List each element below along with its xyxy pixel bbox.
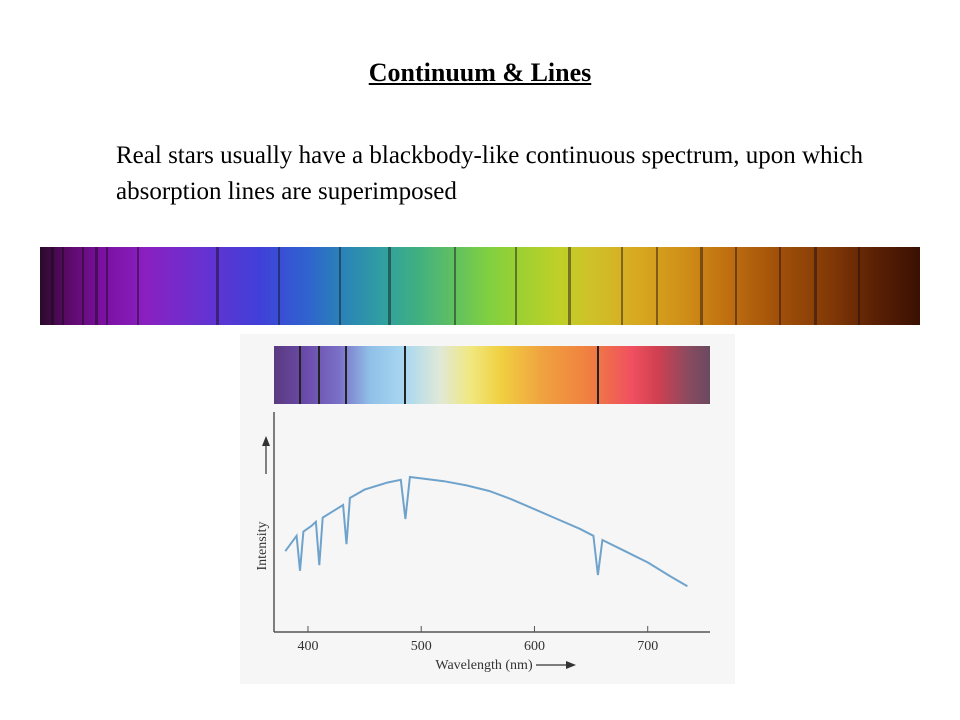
spectral-dark-line (136, 247, 139, 325)
y-axis-arrowhead-icon (262, 436, 270, 446)
spectral-dark-line (656, 247, 658, 325)
spectral-dark-line (814, 247, 818, 325)
absorption-line (299, 346, 302, 404)
absorption-line (318, 346, 321, 404)
spectral-dark-line (735, 247, 738, 325)
x-axis-label: Wavelength (nm) (435, 658, 533, 673)
hydrogen-absorption-spectrum-strip (274, 346, 710, 404)
spectral-dark-line (620, 247, 623, 325)
x-tick-label: 600 (524, 639, 545, 654)
spectral-dark-line (82, 247, 85, 325)
spectral-dark-line (216, 247, 219, 325)
slide-title: Continuum & Lines (368, 58, 592, 87)
spectrum-figure: Intensity Wavelength (nm) 400 500 600 700 (240, 334, 735, 684)
solar-absorption-spectrum-image (40, 247, 920, 325)
spectral-dark-line (568, 247, 571, 325)
slide-body-text: Real stars usually have a blackbody-like… (116, 142, 864, 205)
spectral-dark-line (700, 247, 703, 325)
y-axis-label: Intensity (255, 522, 270, 571)
x-tick-label: 500 (411, 639, 432, 654)
spectral-dark-line (50, 247, 54, 325)
spectrum-intensity-curve (284, 475, 688, 588)
spectral-dark-line (779, 247, 782, 325)
spectral-dark-line (858, 247, 861, 325)
spectral-dark-line (339, 247, 342, 325)
spectral-dark-line (106, 247, 108, 325)
spectral-dark-line (277, 247, 280, 325)
spectral-dark-line (94, 247, 98, 325)
spectral-dark-line (62, 247, 64, 325)
absorption-line (345, 346, 348, 404)
spectral-dark-line (453, 247, 456, 325)
x-tick-label: 700 (637, 639, 658, 654)
x-axis-arrowhead-icon (566, 661, 576, 669)
spectral-dark-line (387, 247, 391, 325)
absorption-line (404, 346, 407, 404)
x-tick-label: 400 (297, 639, 318, 654)
spectral-dark-line (515, 247, 518, 325)
intensity-vs-wavelength-chart: Intensity Wavelength (nm) 400 500 600 700 (255, 412, 710, 673)
absorption-line (596, 346, 599, 404)
